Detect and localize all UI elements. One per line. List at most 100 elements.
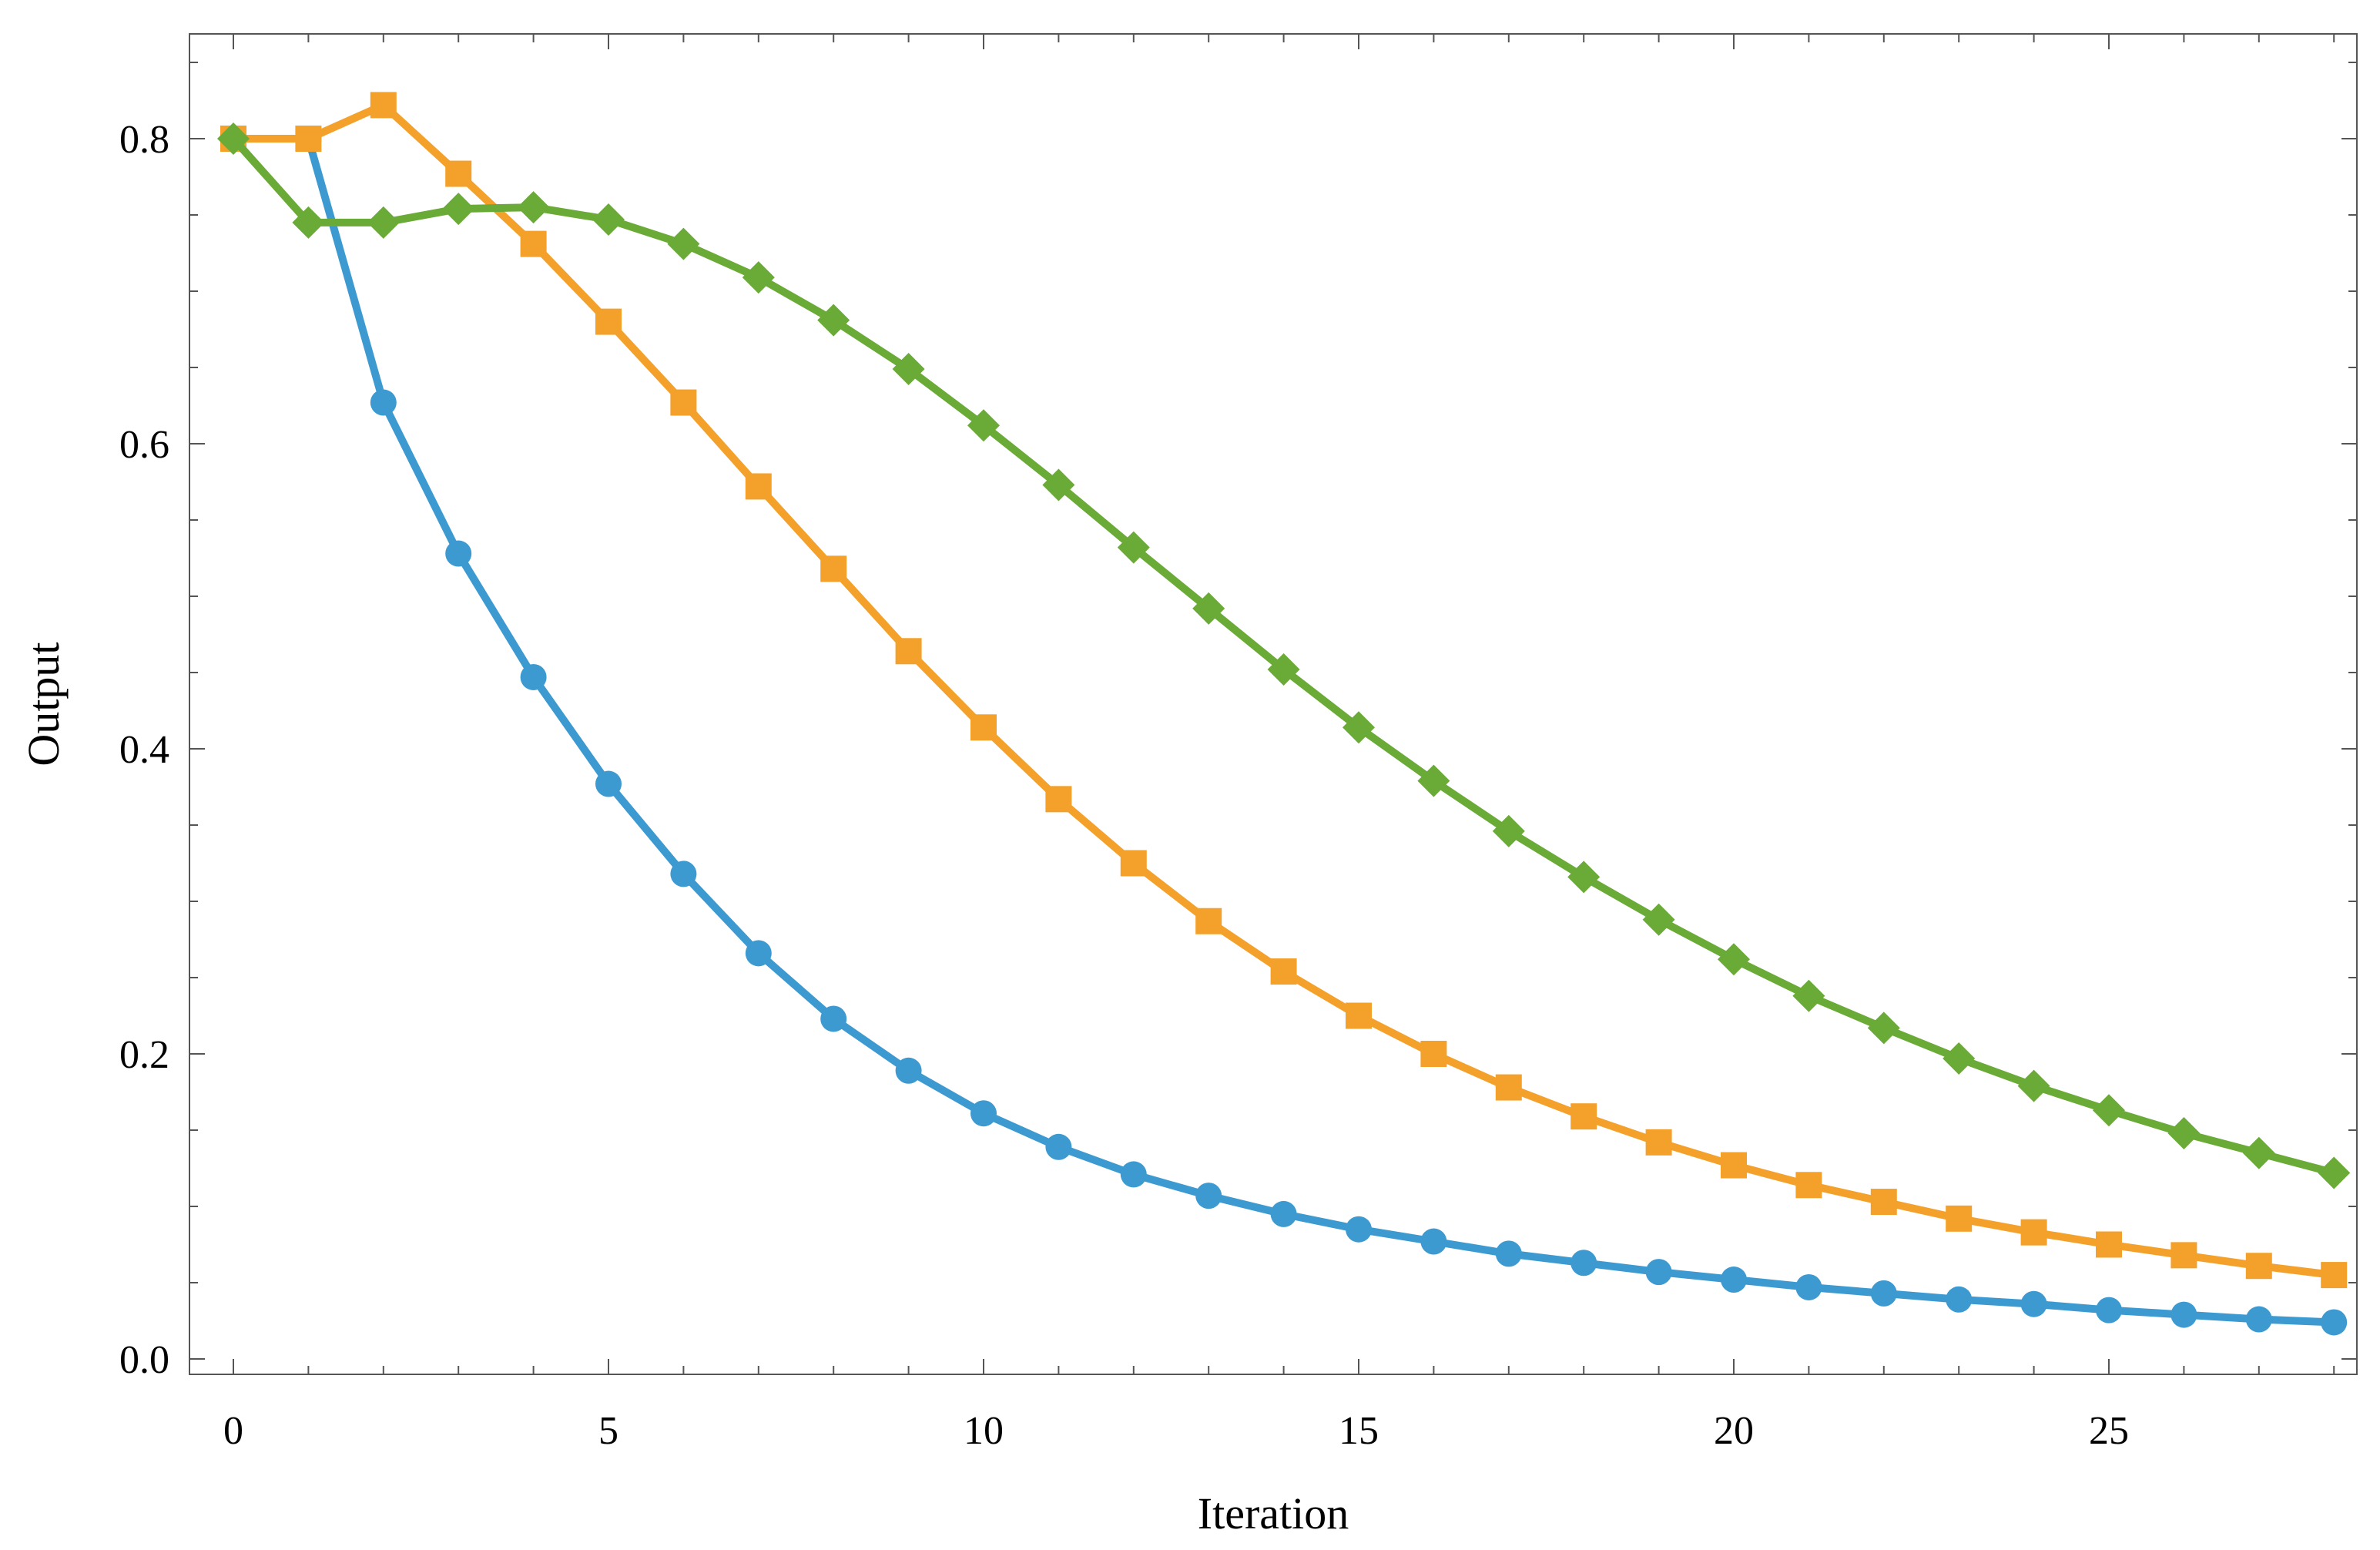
series-1-point: [1570, 1250, 1597, 1277]
series-3-point: [1417, 764, 1450, 797]
series-3-point: [2318, 1156, 2351, 1189]
series-1-point: [970, 1100, 997, 1127]
y-axis-title: Output: [18, 642, 69, 766]
x-tick-label: 0: [223, 1409, 243, 1453]
series-1-point: [820, 1005, 847, 1032]
series-2-point: [1045, 786, 1072, 813]
series-1-point: [1420, 1228, 1447, 1255]
series-3-point: [967, 409, 1000, 442]
series-3-point: [517, 191, 550, 224]
series-1-point: [1721, 1267, 1747, 1293]
series-2-point: [1270, 958, 1297, 985]
series-2-point: [445, 160, 472, 187]
series-2-point: [895, 638, 922, 665]
x-tick-label: 10: [964, 1409, 1004, 1453]
series-2-point: [295, 126, 322, 152]
series-3-point: [2242, 1136, 2275, 1169]
series-3-point: [2167, 1116, 2201, 1149]
series-3-point: [442, 193, 475, 226]
series-2-point: [2020, 1219, 2047, 1246]
series-2-line: [233, 101, 2335, 1280]
series-2-point: [2245, 1253, 2272, 1280]
series-3-point: [1192, 592, 1225, 625]
series-3-point: [1267, 653, 1300, 686]
y-tick-label: 0.4: [119, 728, 169, 772]
series-3-point: [367, 206, 400, 239]
series-2-point: [2321, 1262, 2348, 1289]
series-3-point: [2017, 1069, 2050, 1102]
series-1-point: [2170, 1301, 2197, 1328]
series-3-point: [1718, 943, 1750, 976]
x-axis-ticks: 0 5 10 15 20 25: [223, 34, 2335, 1453]
series-1-point: [1195, 1183, 1222, 1209]
series-2-point: [1195, 908, 1222, 934]
series-1-point: [445, 540, 472, 567]
series-3-point: [742, 261, 775, 294]
y-tick-label: 0.2: [119, 1033, 169, 1077]
series-1-point: [1870, 1280, 1897, 1307]
series-1-point: [1270, 1200, 1297, 1227]
series-1-point: [595, 770, 622, 797]
x-axis-title: Iteration: [1198, 1488, 1349, 1538]
series-3-point: [1492, 814, 1525, 847]
series-1: [220, 126, 2348, 1336]
series-3-point: [667, 227, 700, 260]
series-1-point: [2020, 1290, 2047, 1317]
x-tick-label: 25: [2089, 1409, 2129, 1453]
series-3-point: [1042, 468, 1075, 502]
series-1-point: [895, 1057, 922, 1084]
series-2-point: [370, 92, 397, 119]
y-tick-label: 0.6: [119, 423, 169, 467]
x-tick-label: 20: [1714, 1409, 1754, 1453]
series-2-point: [1721, 1152, 1747, 1179]
series-3-point: [217, 122, 250, 155]
series-2-point: [1346, 1002, 1372, 1029]
series-3-point: [1642, 903, 1675, 936]
series-3-point: [1943, 1042, 1976, 1075]
series-2-point: [1645, 1129, 1672, 1156]
series-1-point: [2245, 1306, 2272, 1333]
series-2-point: [745, 473, 772, 500]
series-2-point: [1570, 1103, 1597, 1130]
series-3-point: [1343, 711, 1375, 744]
series-3: [217, 122, 2351, 1189]
series-2-point: [2096, 1231, 2122, 1258]
series-1-point: [1346, 1216, 1372, 1243]
series-2-point: [520, 230, 547, 257]
series-1-point: [1795, 1273, 1822, 1300]
series-3-point: [292, 206, 325, 239]
series-3-point: [892, 352, 925, 385]
series-3-point: [817, 304, 850, 337]
series-1-point: [1045, 1133, 1072, 1160]
series-3-point: [1567, 861, 1601, 894]
series-1-point: [520, 663, 547, 690]
series-2-point: [2170, 1242, 2197, 1269]
series-2-point: [1795, 1172, 1822, 1199]
series-1-point: [2321, 1309, 2348, 1336]
series-2-point: [1946, 1205, 1973, 1232]
series-2-point: [1420, 1041, 1447, 1067]
series-1-line: [233, 135, 2335, 1327]
series-1-point: [2096, 1297, 2122, 1324]
series-3-point: [1867, 1012, 1900, 1045]
series-3-point: [1792, 979, 1825, 1012]
series-1-point: [670, 861, 697, 887]
y-tick-label: 0.8: [119, 118, 169, 162]
series-2-point: [1495, 1074, 1522, 1101]
series-1-point: [1645, 1259, 1672, 1286]
series-1-point: [745, 940, 772, 967]
x-tick-label: 15: [1339, 1409, 1379, 1453]
series-1-point: [1495, 1240, 1522, 1267]
series-2-point: [820, 555, 847, 582]
x-tick-label: 5: [598, 1409, 618, 1453]
series-1-point: [370, 389, 397, 416]
series-3-point: [592, 203, 625, 236]
series-1-point: [1120, 1161, 1147, 1188]
series-2-point: [1120, 850, 1147, 877]
series-1-point: [1946, 1286, 1973, 1313]
series-2-point: [670, 389, 697, 416]
series-2-point: [1870, 1189, 1897, 1216]
series-3-point: [1117, 531, 1150, 564]
series-2-point: [595, 308, 622, 335]
